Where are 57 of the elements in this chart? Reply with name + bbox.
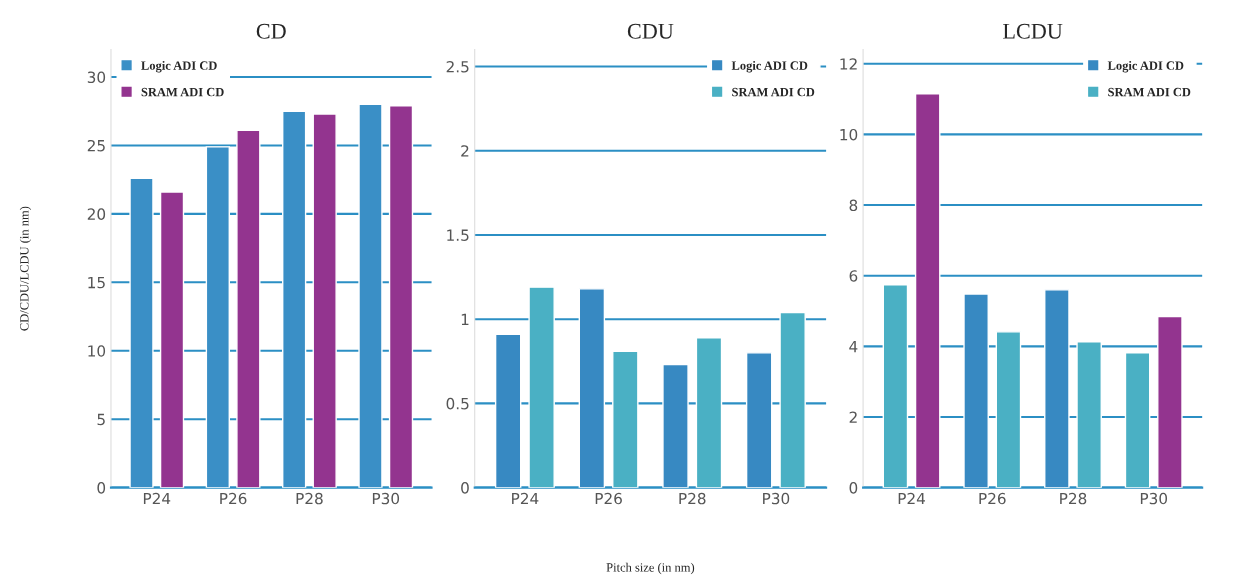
bar <box>129 177 154 488</box>
bar <box>612 350 639 488</box>
x-tick-label: P28 <box>1060 492 1087 505</box>
y-tick-label: 10 <box>840 128 858 141</box>
y-tick-label: 0 <box>849 482 858 494</box>
y-tick-label: 2.5 <box>446 60 469 73</box>
legend-label: SRAM ADI CD <box>732 87 815 97</box>
x-tick-label: P24 <box>512 492 539 505</box>
bar <box>236 129 261 488</box>
bar <box>159 191 185 488</box>
bar <box>388 105 414 488</box>
y-tick-label: 2 <box>849 411 857 423</box>
y-tick-label: 6 <box>849 270 858 282</box>
y-tick-label: 15 <box>88 276 105 289</box>
bar <box>914 93 941 488</box>
y-tick-label: 0 <box>461 482 469 494</box>
y-tick-label: 0 <box>97 482 106 494</box>
legend-label: Logic ADI CD <box>1107 60 1184 73</box>
bar <box>282 110 307 488</box>
chart-title: LCDU <box>1003 23 1063 39</box>
y-tick-label: 2 <box>461 145 469 157</box>
legend-label: Logic ADI CD <box>731 60 808 73</box>
x-tick-label: P30 <box>1140 492 1168 505</box>
y-tick-label: 25 <box>87 139 105 152</box>
x-tick-label: P24 <box>898 492 926 505</box>
y-tick-label: 30 <box>87 71 106 84</box>
y-tick-label: 1 <box>461 313 469 325</box>
x-tick-label: P28 <box>679 492 706 505</box>
legend-label: SRAM ADI CD <box>1108 87 1191 97</box>
x-tick-label: P30 <box>763 492 790 505</box>
bar <box>358 103 383 488</box>
x-tick-label: P28 <box>296 492 323 505</box>
bar <box>528 286 555 488</box>
x-tick-label: P26 <box>595 492 622 505</box>
bar <box>205 146 230 488</box>
chart-title: CDU <box>627 23 674 39</box>
y-tick-label: 0.5 <box>446 397 469 410</box>
y-tick-label: 12 <box>840 58 857 70</box>
bar <box>1157 315 1183 488</box>
bar <box>779 311 806 488</box>
y-tick-label: 10 <box>88 345 106 357</box>
x-tick-label: P26 <box>979 492 1006 505</box>
x-tick-label: P26 <box>220 492 247 505</box>
bar <box>312 113 337 488</box>
y-tick-label: 20 <box>87 208 106 220</box>
chart-title: CD <box>256 23 286 39</box>
bar <box>695 337 723 488</box>
legend-label: Logic ADI CD <box>141 60 217 73</box>
y-axis-title: CD/CDU/LCDU (in nm) <box>19 206 32 331</box>
legend-label: SRAM ADI CD <box>141 87 224 97</box>
y-tick-label: 4 <box>849 341 858 353</box>
y-tick-label: 1.5 <box>447 229 469 241</box>
y-tick-label: 5 <box>97 413 105 426</box>
x-axis-title: Pitch size (in nm) <box>606 562 695 575</box>
x-tick-label: P24 <box>143 492 171 505</box>
x-tick-label: P30 <box>372 492 400 505</box>
y-tick-label: 8 <box>849 199 858 212</box>
